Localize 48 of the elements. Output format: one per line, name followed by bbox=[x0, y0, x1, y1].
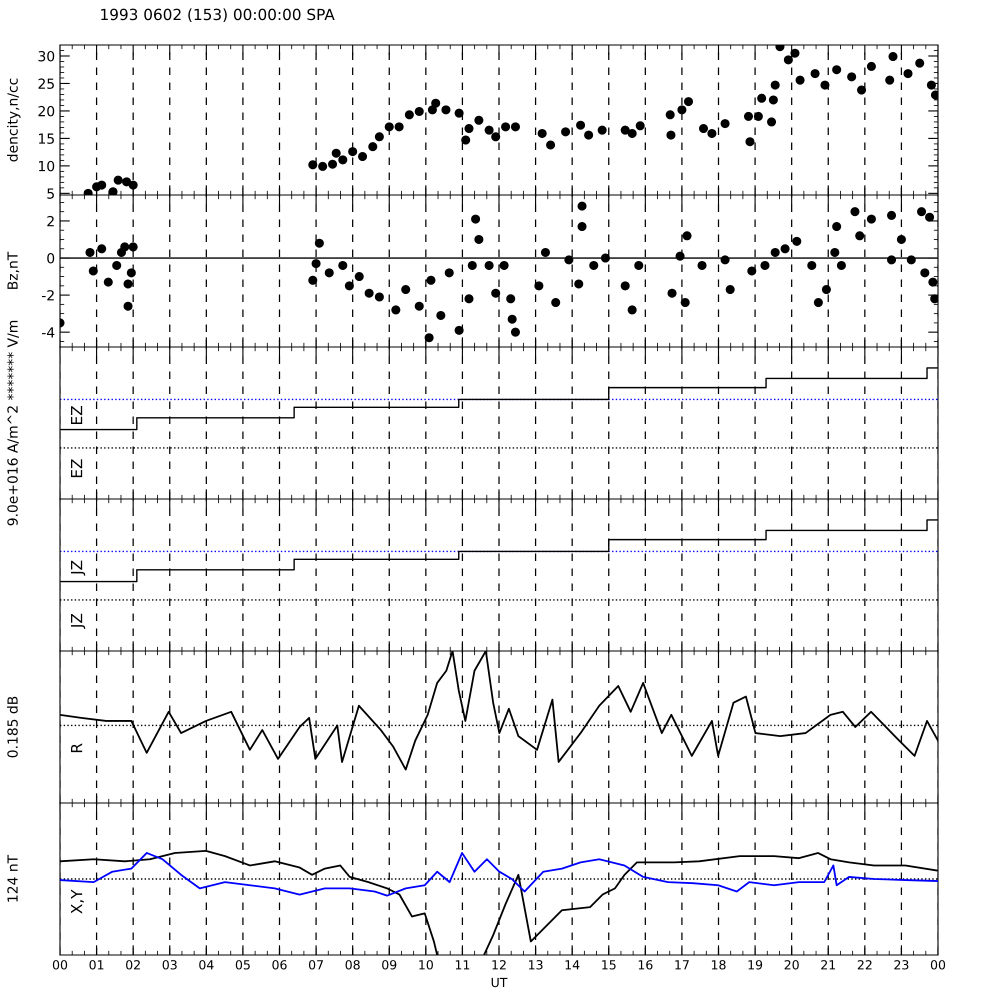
annotation: R bbox=[71, 743, 82, 752]
x-tick-label: 07 bbox=[308, 960, 323, 970]
y-tick-label: 15 bbox=[38, 134, 54, 144]
x-tick-label: 04 bbox=[199, 960, 214, 970]
x-tick-label: 09 bbox=[382, 960, 396, 970]
x-tick-label: 22 bbox=[858, 960, 872, 970]
y-axis-title: 124 nT bbox=[7, 854, 18, 902]
x-tick-label: 03 bbox=[162, 960, 177, 970]
x-tick-label: 00 bbox=[930, 960, 946, 970]
x-tick-label: 15 bbox=[602, 960, 616, 970]
x-tick-label: 23 bbox=[894, 960, 908, 970]
x-tick-label: 16 bbox=[638, 960, 652, 970]
y-tick-label: 5 bbox=[47, 188, 54, 199]
annotation: JZ bbox=[71, 614, 86, 629]
x-tick-label: 11 bbox=[456, 960, 470, 970]
annotation: X,Y bbox=[71, 889, 84, 914]
y-tick-label: 0 bbox=[47, 252, 54, 264]
chart-title: 1993 0602 (153) 00:00:00 SPA bbox=[101, 8, 335, 22]
annotation: JZ bbox=[71, 560, 86, 576]
annotation: EZ bbox=[71, 459, 82, 478]
x-axis-title: UT bbox=[492, 978, 508, 988]
x-tick-label: 14 bbox=[566, 960, 580, 970]
y-tick-label: 2 bbox=[47, 216, 54, 226]
y-tick-label: -2 bbox=[42, 290, 54, 300]
x-tick-label: 05 bbox=[236, 960, 250, 970]
y-tick-label: 20 bbox=[38, 106, 54, 116]
x-tick-label: 19 bbox=[748, 960, 762, 970]
y-tick-label: 30 bbox=[38, 50, 54, 62]
y-axis-title: Bz,nT bbox=[7, 252, 20, 289]
x-tick-label: 00 bbox=[52, 960, 68, 970]
y-tick-label: 10 bbox=[38, 160, 54, 172]
x-tick-label: 17 bbox=[675, 960, 689, 970]
x-tick-label: 10 bbox=[419, 960, 433, 970]
x-tick-label: 06 bbox=[272, 960, 287, 970]
x-tick-label: 01 bbox=[89, 960, 104, 970]
x-tick-label: 21 bbox=[821, 960, 836, 970]
x-tick-label: 18 bbox=[712, 960, 726, 970]
x-tick-label: 02 bbox=[126, 960, 140, 970]
y-tick-label: 25 bbox=[38, 78, 54, 89]
y-tick-label: -4 bbox=[42, 327, 54, 338]
y-axis-title: 0.185 dB bbox=[7, 696, 18, 758]
y-axis-title: 9.0e+016 A/m^2 ******* V/m bbox=[7, 320, 19, 526]
annotation: EZ bbox=[71, 406, 82, 424]
x-tick-label: 12 bbox=[492, 960, 506, 970]
x-tick-label: 20 bbox=[784, 960, 799, 970]
x-tick-label: 13 bbox=[529, 960, 543, 970]
x-tick-label: 08 bbox=[346, 960, 360, 970]
y-axis-title: dencity,n/cc bbox=[7, 78, 20, 162]
